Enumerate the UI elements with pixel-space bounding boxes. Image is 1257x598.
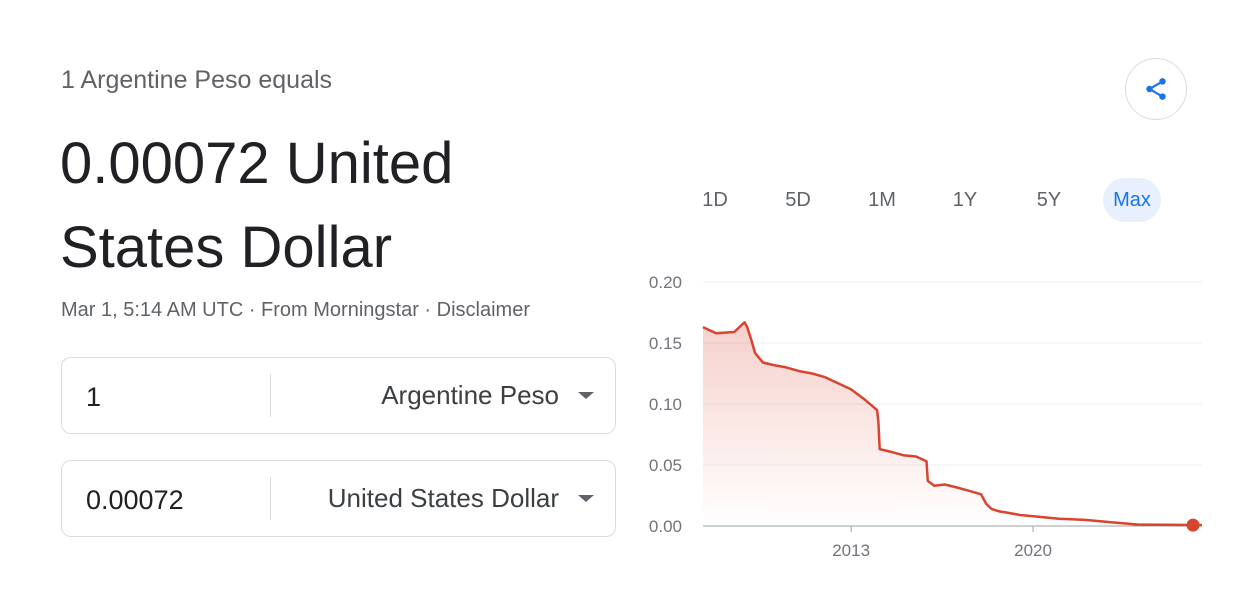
range-tab-1d[interactable]: 1D <box>702 189 728 211</box>
to-amount-input[interactable]: 0.00072 <box>86 485 184 515</box>
y-tick-label: 0.00 <box>649 517 682 536</box>
range-tab-5d[interactable]: 5D <box>785 189 811 211</box>
y-tick-label: 0.15 <box>649 334 682 353</box>
from-amount-input[interactable]: 1 <box>86 382 102 412</box>
current-value-dot <box>1186 518 1200 532</box>
conversion-result: 0.00072 United States Dollar <box>60 131 454 280</box>
from-currency-row: 1 Argentine Peso <box>61 357 616 434</box>
series-line <box>702 321 1203 527</box>
range-tab-1m[interactable]: 1M <box>868 189 896 211</box>
equals-label: 1 Argentine Peso equals <box>61 66 333 94</box>
from-currency-select[interactable]: Argentine Peso <box>381 380 559 410</box>
share-icon <box>1146 78 1166 100</box>
divider <box>270 477 271 520</box>
dropdown-arrow-icon[interactable] <box>578 495 594 502</box>
divider <box>270 374 271 417</box>
y-tick-label: 0.05 <box>649 456 682 475</box>
range-tab-5y[interactable]: 5Y <box>1036 189 1062 211</box>
to-currency-row: 0.00072 United States Dollar <box>61 460 616 537</box>
y-tick-label: 0.20 <box>649 273 682 292</box>
source-info: Mar 1, 5:14 AM UTC · From Morningstar · … <box>61 299 530 321</box>
series-area <box>703 322 1202 526</box>
time-range-tabs: 1D 5D 1M 1Y 5Y Max <box>680 178 1180 222</box>
range-tab-1y[interactable]: 1Y <box>952 189 978 211</box>
to-currency-select[interactable]: United States Dollar <box>327 483 559 513</box>
x-tick-label: 2013 <box>832 541 870 560</box>
y-tick-label: 0.10 <box>649 395 682 414</box>
range-tab-max[interactable]: Max <box>1103 178 1161 222</box>
exchange-rate-chart: 0.00 0.05 0.10 0.15 0.20 2013 2020 <box>649 273 1203 560</box>
share-button[interactable] <box>1125 58 1187 120</box>
x-tick-label: 2020 <box>1014 541 1052 560</box>
dropdown-arrow-icon[interactable] <box>578 392 594 399</box>
